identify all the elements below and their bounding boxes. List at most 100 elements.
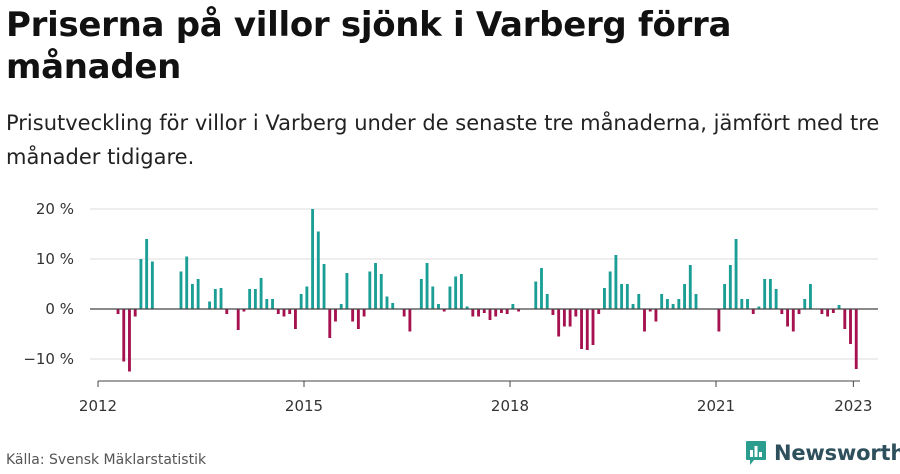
bar [196, 279, 200, 309]
bar [511, 304, 515, 309]
bar [763, 279, 767, 309]
x-tick-label: 2023 [834, 397, 872, 415]
y-tick-label: 20 % [36, 200, 74, 218]
x-tick-label: 2015 [285, 397, 323, 415]
bar [128, 309, 131, 372]
bar [208, 301, 212, 309]
bar [356, 309, 360, 329]
bar [740, 299, 744, 309]
bar [122, 309, 126, 362]
bar [654, 309, 658, 322]
bar [459, 274, 463, 309]
bar [751, 309, 755, 314]
bar [265, 299, 269, 309]
bar [574, 309, 578, 317]
bar [768, 279, 772, 309]
bar [517, 309, 521, 312]
bar [271, 299, 274, 309]
bar [316, 231, 320, 309]
bar [591, 309, 595, 345]
bar [671, 304, 675, 309]
bar [145, 239, 149, 309]
bar [534, 281, 538, 309]
bar [322, 264, 326, 309]
x-tick-label: 2021 [697, 397, 735, 415]
bar [419, 279, 423, 309]
bars [116, 209, 858, 372]
bar [276, 309, 280, 314]
bar [299, 294, 303, 309]
bar [614, 255, 618, 309]
bar [694, 294, 698, 309]
bar [820, 309, 824, 314]
gridlines [90, 208, 878, 360]
chart-title: Priserna på villor sjönk i Varberg förra… [6, 5, 732, 87]
bar [294, 309, 297, 329]
bar [488, 309, 492, 320]
bar [150, 261, 154, 309]
bar [637, 294, 641, 309]
bar [545, 294, 549, 309]
bar [568, 309, 572, 327]
bar [448, 286, 452, 309]
bar [471, 309, 475, 317]
bar [597, 309, 601, 314]
bar [190, 284, 194, 309]
brand-logo: Newsworthy [745, 440, 900, 466]
bar [236, 309, 240, 330]
bar [831, 309, 835, 313]
bar [454, 276, 458, 309]
bar [551, 309, 555, 315]
axes: −10 % 0 % 10 % 20 % 2012 2015 2018 2021 2023 −12 … [23, 0, 888, 415]
bar [505, 309, 509, 314]
bar [139, 259, 143, 309]
bar [253, 289, 257, 309]
bar [688, 265, 692, 309]
bar [843, 309, 847, 329]
bar [465, 306, 469, 309]
bar [791, 309, 795, 332]
bar [603, 288, 606, 309]
bar [425, 263, 429, 309]
bar [809, 284, 812, 309]
bar [368, 271, 372, 309]
bar [288, 309, 292, 314]
bar [500, 309, 503, 313]
bar [402, 309, 406, 317]
bar [849, 309, 852, 344]
bar [660, 294, 664, 309]
bar [803, 299, 807, 309]
bar [362, 309, 366, 317]
bar [213, 289, 217, 309]
bar [334, 309, 337, 322]
bar [786, 309, 789, 327]
bar [351, 309, 355, 322]
newsworthy-logo-icon [746, 441, 766, 465]
latest-value-label: −12 % [837, 0, 888, 4]
bar [305, 286, 309, 309]
bar [259, 278, 263, 309]
bar [494, 309, 498, 317]
bar [728, 265, 732, 309]
bar [408, 309, 412, 332]
bar [540, 268, 543, 309]
bar [311, 209, 315, 309]
bar [179, 271, 183, 309]
source-note: Källa: Svensk Mäklarstatistik [6, 452, 207, 468]
bar [391, 303, 395, 309]
bar [248, 289, 252, 309]
bar [562, 309, 566, 327]
bar [746, 299, 749, 309]
bar [557, 309, 561, 337]
bar [225, 309, 229, 314]
x-tick-label: 2018 [491, 397, 529, 415]
y-tick-label: 0 % [45, 300, 74, 318]
bar [442, 309, 446, 312]
bar [677, 299, 681, 309]
x-tick-label: 2012 [79, 397, 117, 415]
bar [643, 309, 646, 332]
bar [717, 309, 721, 332]
bar [133, 309, 137, 317]
bar [683, 284, 686, 309]
